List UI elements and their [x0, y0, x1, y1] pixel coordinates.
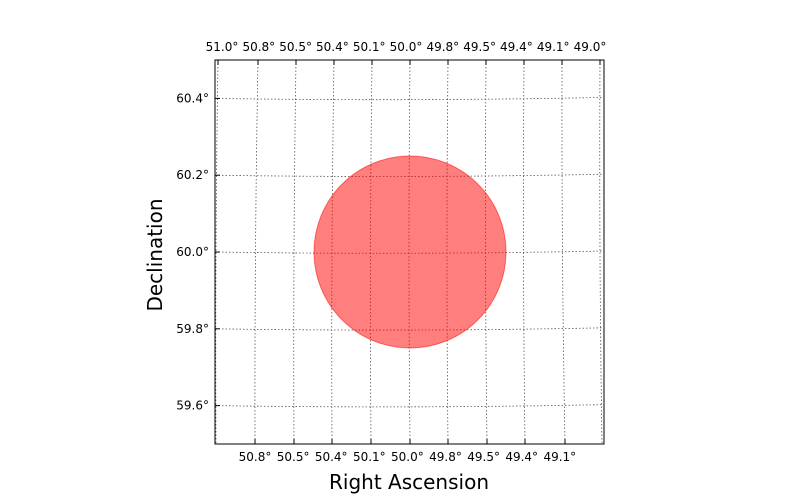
ra-grid-line: [254, 59, 259, 445]
x-tick-label-bottom: 50.4°: [315, 450, 348, 464]
dec-grid-line: [214, 173, 605, 177]
y-tick-label: 59.6°: [176, 399, 209, 413]
region-circle: [313, 155, 507, 349]
x-tick-label-top: 49.1°: [537, 40, 570, 54]
dec-grid-line: [214, 327, 605, 331]
x-tick-label-bottom: 49.8°: [429, 450, 462, 464]
ra-grid-line: [446, 59, 449, 445]
x-tick-label-top: 49.5°: [463, 40, 496, 54]
ra-grid-line: [331, 59, 335, 445]
tick-labels: 60.4°60.2°60.0°59.8°59.6°51.0° 50.8° 50.5°…: [176, 40, 606, 464]
region-layer: [313, 155, 507, 349]
x-tick-label-top: 50.8°: [242, 40, 275, 54]
x-tick-label-top: 49.8°: [426, 40, 459, 54]
grid-lines: [214, 59, 605, 445]
ra-grid-line: [561, 59, 566, 445]
x-tick-label-bottom: 50.1°: [353, 450, 386, 464]
y-tick-label: 60.0°: [176, 245, 209, 259]
x-tick-label-bottom: 50.5°: [277, 450, 310, 464]
dec-grid-line: [214, 404, 605, 408]
x-tick-label-bottom: 50.8°: [239, 450, 272, 464]
dec-grid-line: [214, 97, 605, 101]
y-tick-label: 59.8°: [176, 322, 209, 336]
ra-grid-line: [293, 59, 297, 445]
y-axis-label: Declination: [143, 198, 167, 311]
ra-grid-line: [485, 59, 488, 445]
x-tick-label-top: 50.4°: [316, 40, 349, 54]
x-tick-label-bottom: 49.5°: [467, 450, 500, 464]
y-tick-label: 60.2°: [176, 168, 209, 182]
ra-grid-line: [370, 59, 373, 445]
x-tick-label-top: 49.4°: [500, 40, 533, 54]
x-tick-label-bottom: 49.4°: [505, 450, 538, 464]
ra-grid-line: [215, 59, 219, 445]
y-tick-label: 60.4°: [176, 91, 209, 105]
ra-grid-line: [408, 59, 411, 445]
dec-grid-line: [214, 250, 605, 254]
x-axis-label: Right Ascension: [329, 470, 489, 494]
x-tick-label-top: 50.1°: [353, 40, 386, 54]
x-tick-label-top: 50.0°: [390, 40, 423, 54]
ra-grid-line: [599, 59, 603, 445]
x-tick-label-bottom: 49.1°: [543, 450, 576, 464]
ra-grid-line: [523, 59, 526, 445]
x-tick-label-top: 51.0°: [206, 40, 239, 54]
x-tick-label-top: 49.0°: [574, 40, 607, 54]
x-tick-label-top: 50.5°: [279, 40, 312, 54]
x-tick-label-bottom: 50.0°: [391, 450, 424, 464]
